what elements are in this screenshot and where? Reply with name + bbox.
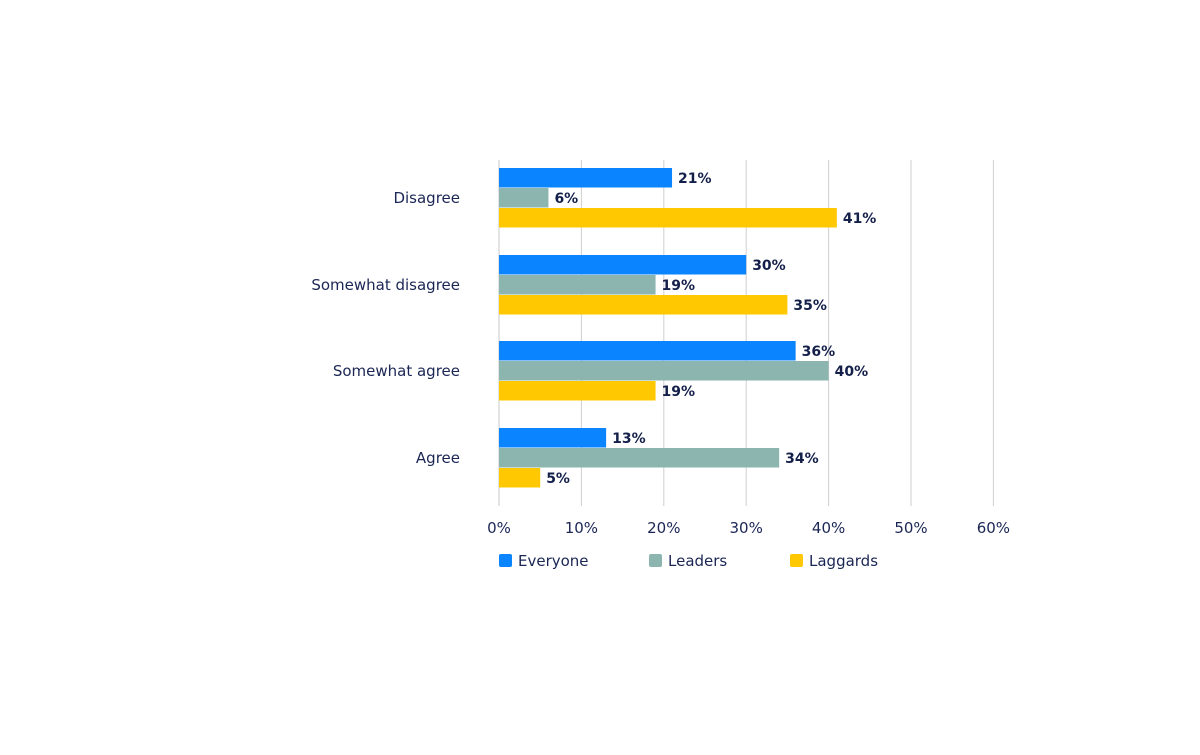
bar-leaders — [499, 188, 549, 208]
data-label: 34% — [785, 451, 819, 467]
category-label: Somewhat disagree — [311, 276, 460, 294]
legend-swatch-leaders — [649, 554, 662, 567]
bar-everyone — [499, 255, 747, 275]
data-label: 40% — [835, 364, 869, 380]
bar-laggards — [499, 381, 656, 401]
data-label: 35% — [793, 298, 827, 314]
category-label: Agree — [416, 449, 460, 467]
x-tick-label: 0% — [487, 519, 511, 537]
data-label: 21% — [678, 171, 712, 187]
bar-laggards — [499, 295, 788, 315]
data-label: 5% — [546, 471, 570, 487]
bar-everyone — [499, 341, 796, 361]
bar-laggards — [499, 208, 837, 228]
x-tick-label: 30% — [730, 519, 763, 537]
data-label: 30% — [752, 258, 786, 274]
x-tick-label: 40% — [812, 519, 845, 537]
bar-everyone — [499, 168, 673, 188]
category-label: Disagree — [393, 189, 460, 207]
data-label: 19% — [662, 278, 696, 294]
bar-leaders — [499, 275, 656, 295]
legend-label: Laggards — [809, 552, 878, 570]
legend-swatch-laggards — [790, 554, 803, 567]
bar-leaders — [499, 361, 829, 381]
data-label: 41% — [843, 211, 877, 227]
legend-swatch-everyone — [499, 554, 512, 567]
legend-label: Leaders — [668, 552, 727, 570]
x-tick-label: 20% — [647, 519, 680, 537]
x-tick-label: 10% — [565, 519, 598, 537]
bar-everyone — [499, 428, 607, 448]
data-label: 36% — [802, 344, 836, 360]
data-label: 13% — [612, 431, 646, 447]
x-tick-label: 60% — [977, 519, 1010, 537]
x-tick-label: 50% — [894, 519, 927, 537]
category-label: Somewhat agree — [333, 362, 460, 380]
bar-laggards — [499, 468, 541, 488]
data-label: 19% — [662, 384, 696, 400]
data-label: 6% — [554, 191, 578, 207]
bar-leaders — [499, 448, 780, 468]
legend-label: Everyone — [518, 552, 589, 570]
